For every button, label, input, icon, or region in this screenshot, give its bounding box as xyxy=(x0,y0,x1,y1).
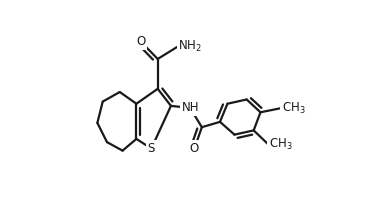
Text: O: O xyxy=(136,35,146,48)
Text: CH$_3$: CH$_3$ xyxy=(282,100,306,116)
Text: NH$_2$: NH$_2$ xyxy=(178,39,202,54)
Text: O: O xyxy=(190,142,199,155)
Text: S: S xyxy=(148,142,155,155)
Text: NH: NH xyxy=(181,102,199,114)
Text: CH$_3$: CH$_3$ xyxy=(268,137,292,152)
